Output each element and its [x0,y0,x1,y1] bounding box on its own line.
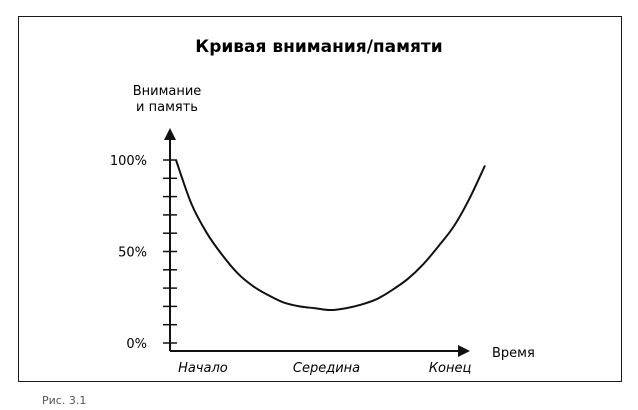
chart-frame [18,16,622,382]
axes [164,128,470,357]
y-axis-label-line1: Внимание [133,84,202,99]
x-tick-label: Конец [429,361,472,376]
y-axis-arrow [164,128,176,140]
figure-caption: Рис. 3.1 [42,394,87,407]
y-ticks: 0% 50% 100% [110,154,177,352]
x-axis-label: Время [492,346,535,361]
attention-memory-curve [175,159,486,312]
x-ticks: Начало Середина Конец [178,361,471,376]
x-axis-arrow [458,345,470,357]
x-tick-label: Начало [178,361,228,376]
y-tick-label: 100% [110,154,147,169]
y-tick-label: 50% [118,246,147,261]
y-axis-label-line2: и память [136,100,198,115]
chart-title: Кривая внимания/памяти [195,37,442,57]
x-tick-label: Середина [293,361,360,376]
y-tick-label: 0% [126,337,147,352]
